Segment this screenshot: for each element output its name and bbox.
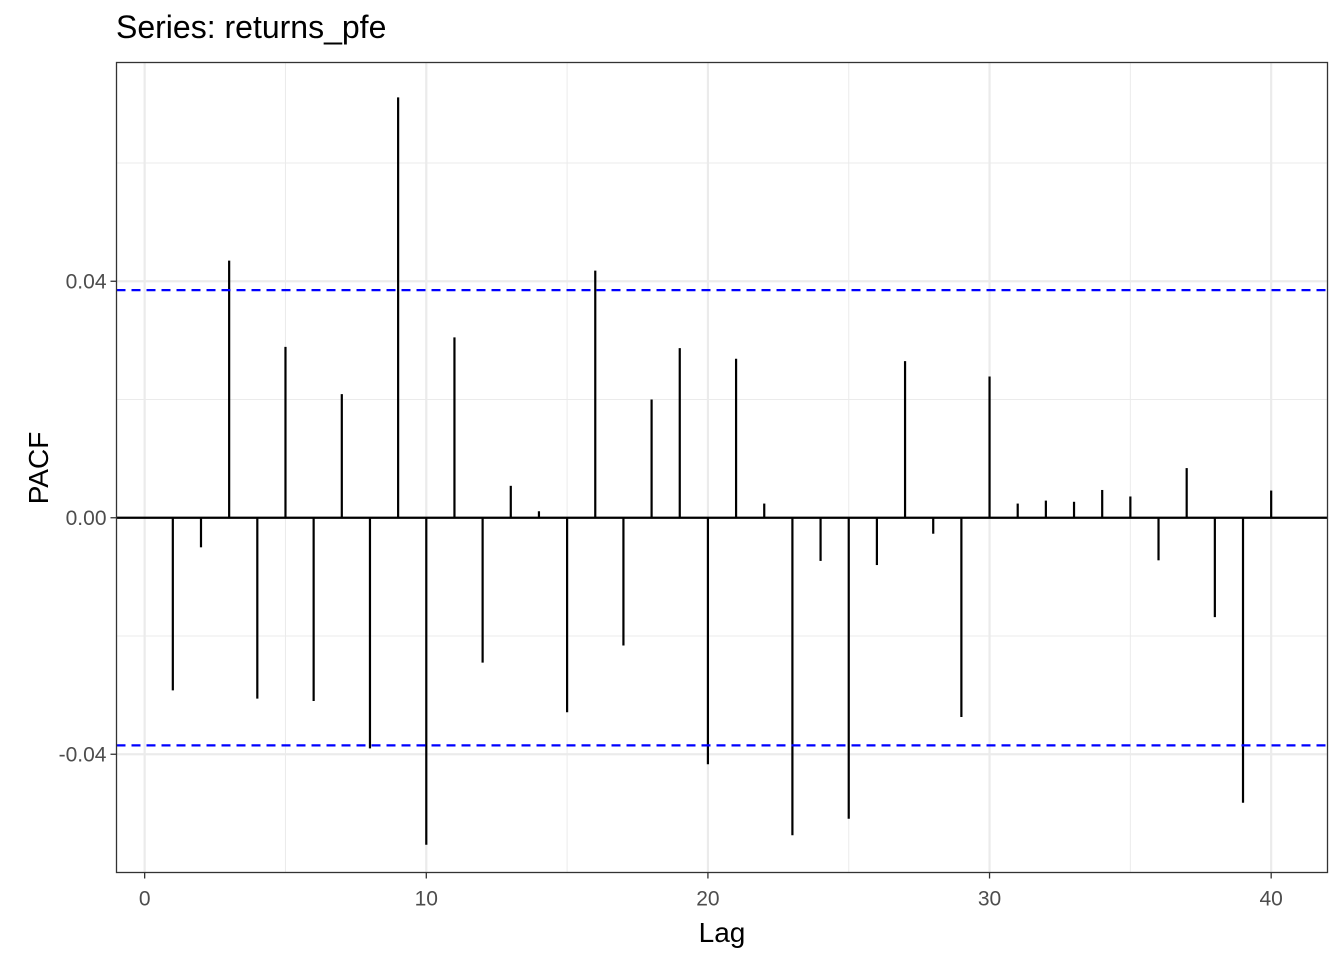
y-tick-label: 0.00	[66, 507, 107, 530]
x-tick-label: 0	[139, 888, 151, 911]
pacf-bars	[171, 97, 1273, 845]
x-axis-title: Lag	[699, 917, 746, 948]
panel-border	[115, 61, 1329, 874]
chart-title: Series: returns_pfe	[116, 9, 386, 45]
y-axis-title: PACF	[23, 432, 54, 505]
x-tick-label: 10	[415, 888, 438, 911]
x-tick-label: 20	[696, 888, 719, 911]
y-tick-label: -0.04	[59, 743, 107, 766]
x-tick-label: 30	[978, 888, 1001, 911]
confidence-bounds	[116, 289, 1328, 747]
y-tick-label: 0.04	[66, 270, 107, 293]
y-axis-ticks: -0.04 0.00 0.04	[59, 270, 117, 766]
plot-panel	[116, 62, 1328, 873]
x-axis-ticks: 0 10 20 30 40	[139, 872, 1283, 911]
x-tick-label: 40	[1259, 888, 1282, 911]
